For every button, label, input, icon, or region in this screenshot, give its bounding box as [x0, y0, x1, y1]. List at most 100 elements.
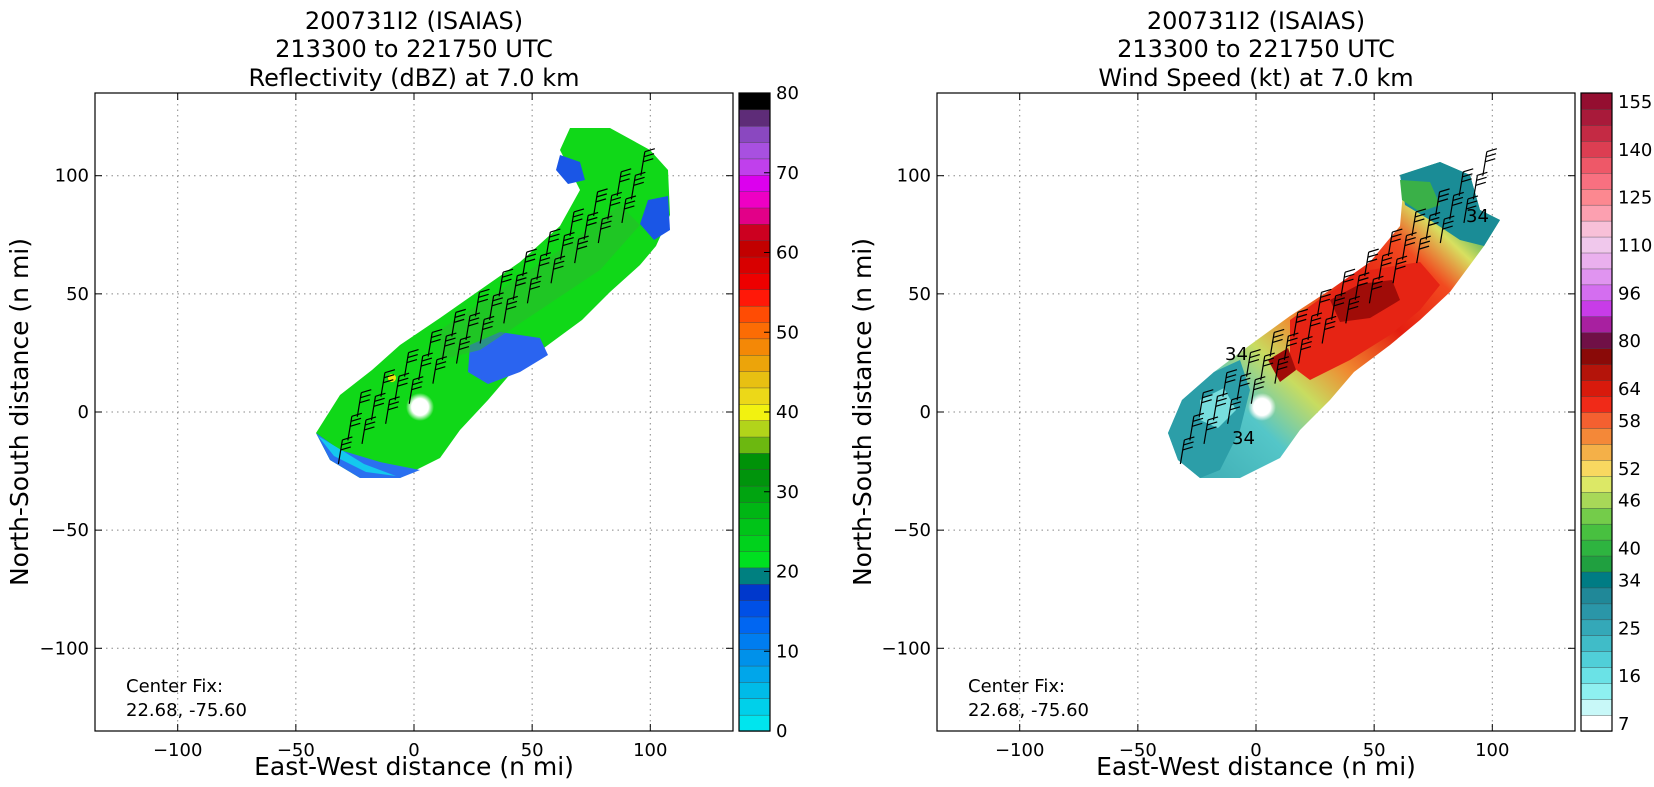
colorbar-tick-label: 110 — [1618, 236, 1652, 257]
right-dark-red-core-2 — [1268, 348, 1296, 382]
colorbar-swatch — [1580, 507, 1613, 525]
colorbar-swatch — [738, 436, 771, 454]
right-green-northeast — [1400, 180, 1440, 212]
wind-barb — [1297, 335, 1313, 364]
colorbar-tick-label: 25 — [1618, 618, 1641, 639]
colorbar-swatch — [1580, 348, 1613, 365]
right-eye — [1248, 393, 1276, 421]
colorbar-swatch — [738, 485, 771, 503]
colorbar-swatch — [738, 452, 771, 470]
left-wind-barbs — [337, 148, 656, 465]
wind-barb — [1236, 372, 1252, 401]
wind-barb — [498, 268, 514, 297]
wind-barb — [512, 272, 528, 300]
wind-barb — [1387, 228, 1403, 257]
wind-barb — [526, 275, 542, 304]
wind-barb — [347, 412, 363, 441]
colorbar-swatch — [738, 370, 771, 389]
colorbar-swatch — [738, 567, 771, 585]
wind-barb — [1260, 352, 1275, 381]
wind-barb — [522, 248, 537, 277]
colorbar-swatch — [738, 599, 771, 618]
wind-barb — [465, 312, 481, 341]
colorbar-swatch — [738, 190, 771, 209]
colorbar-swatch — [1580, 491, 1613, 509]
x-tick-label: 0 — [1250, 740, 1261, 761]
colorbar-tick-label: 70 — [776, 163, 799, 184]
colorbar-swatch — [1580, 651, 1613, 668]
wind-barb — [1203, 416, 1219, 444]
colorbar-tick-label: 34 — [1618, 570, 1641, 591]
colorbar-tick-label: 60 — [776, 243, 799, 264]
wind-barb — [1316, 288, 1332, 317]
wind-barb — [455, 335, 471, 364]
colorbar-tick-label: 125 — [1618, 188, 1652, 209]
colorbar-swatch — [1580, 667, 1613, 684]
colorbar-tick-label: 96 — [1618, 283, 1641, 304]
x-tick-label: −50 — [1119, 740, 1157, 761]
wind-barb — [597, 215, 613, 244]
right-title-line-1: 200731I2 (ISAIAS) — [1147, 7, 1365, 35]
wind-barb — [1482, 148, 1498, 176]
colorbar-tick-label: 50 — [776, 322, 799, 343]
wind-barb — [1354, 272, 1370, 300]
wind-barb — [574, 235, 589, 264]
wind-barb — [356, 389, 372, 417]
colorbar-swatch — [1580, 140, 1613, 158]
colorbar-swatch — [738, 125, 771, 143]
colorbar-swatch — [1580, 459, 1613, 477]
colorbar-swatch — [1580, 619, 1613, 636]
left-title-line-1: 200731I2 (ISAIAS) — [305, 7, 523, 35]
colorbar-swatch — [738, 141, 771, 160]
colorbar-swatch — [1580, 714, 1613, 732]
wind-barb — [536, 252, 552, 280]
colorbar-swatch — [738, 240, 771, 258]
left-green-darker-core — [440, 205, 640, 360]
wind-barb — [385, 396, 400, 424]
colorbar-tick-label: 58 — [1618, 411, 1641, 432]
colorbar-swatch — [738, 698, 771, 716]
right-contour-label-2: 34 — [1232, 428, 1255, 449]
right-wind-barbs — [1179, 148, 1498, 465]
colorbar-swatch — [1580, 252, 1613, 270]
wind-barb — [370, 392, 386, 421]
wind-barb — [583, 211, 599, 240]
wind-barb — [441, 332, 457, 361]
wind-barb — [1227, 396, 1242, 424]
wind-barb — [1472, 171, 1488, 200]
colorbar-tick-label: 155 — [1618, 92, 1652, 113]
colorbar-swatch — [738, 338, 771, 356]
right-red-band — [1290, 262, 1440, 380]
wind-barb — [1434, 188, 1450, 216]
left-axis-ticks: −100 −50 0 50 100 −100 −50 0 50 100 — [40, 93, 733, 761]
wind-barb — [337, 436, 353, 465]
x-tick-label: −50 — [277, 740, 315, 761]
x-tick-label: 100 — [1475, 740, 1509, 761]
left-swath-blue-edge — [316, 433, 420, 478]
right-axis-ticks: −100 −50 0 50 100 −100 −50 0 50 100 — [882, 93, 1575, 761]
colorbar-swatch — [738, 501, 771, 520]
wind-barb — [1198, 389, 1214, 417]
colorbar-swatch — [738, 632, 771, 650]
wind-barb — [1250, 376, 1266, 404]
colorbar-swatch — [1580, 332, 1613, 349]
left-blue-patch-3 — [640, 196, 670, 240]
left-blue-patch-2 — [556, 155, 585, 184]
colorbar-tick-label: 80 — [776, 83, 799, 104]
colorbar-swatch — [1580, 411, 1613, 429]
wind-barb — [427, 328, 443, 357]
y-tick-label: 100 — [55, 166, 89, 187]
colorbar-tick-label: 40 — [776, 402, 799, 423]
wind-barb — [432, 356, 448, 384]
colorbar-swatch — [1580, 220, 1613, 238]
x-tick-label: −100 — [995, 740, 1044, 761]
colorbar-swatch — [1580, 379, 1613, 397]
colorbar-swatch — [1580, 587, 1613, 605]
y-tick-label: −50 — [893, 520, 931, 541]
colorbar-tick-label: 64 — [1618, 379, 1641, 400]
y-tick-label: 0 — [920, 402, 931, 423]
wind-barb — [479, 315, 495, 344]
colorbar-swatch — [1580, 682, 1613, 700]
colorbar-swatch — [1580, 603, 1613, 621]
